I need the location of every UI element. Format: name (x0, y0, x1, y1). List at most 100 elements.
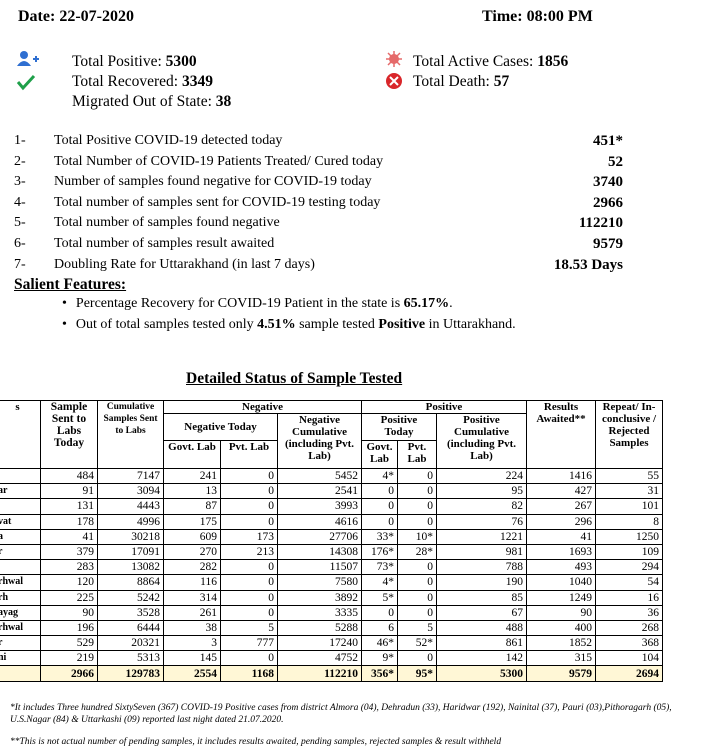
summary-label: Migrated Out of State: (72, 93, 216, 110)
cell: 0 (397, 589, 437, 606)
total-cell: 2966 (40, 665, 98, 682)
list-number: 4- (14, 194, 26, 210)
cell: 282 (163, 559, 221, 576)
cell: 0 (397, 513, 437, 530)
summary-label: Total Active Cases: (413, 53, 538, 70)
table-row: ni 219 5313 145 0 4752 9* 0 142 315 104 (0, 650, 663, 667)
cell: 261 (163, 604, 221, 621)
header-cell: Negative Today (163, 413, 278, 441)
cell: 1852 (526, 635, 596, 652)
cell: 3335 (277, 604, 362, 621)
table-row: rhwal 120 8864 116 0 7580 4* 0 190 1040 54 (0, 574, 663, 591)
summary-right-icons (386, 51, 402, 89)
list-value: 3740 (593, 174, 623, 191)
total-cell: 5300 (436, 665, 527, 682)
cell: 4996 (97, 513, 164, 530)
header-cell: Cumulative Samples Sent to Labs (97, 400, 164, 469)
summary-line: Total Active Cases: 1856 (413, 52, 568, 72)
cell: 283 (40, 559, 98, 576)
list-text: Total Number of COVID-19 Patients Treate… (54, 153, 384, 169)
district: rhwal (0, 574, 41, 591)
cell: 777 (220, 635, 278, 652)
table-row: 131 4443 87 0 3993 0 0 82 267 101 (0, 498, 663, 515)
cell: 5452 (277, 467, 362, 485)
district: a (0, 528, 41, 545)
cell: 4752 (277, 650, 362, 667)
cell: 3 (163, 635, 221, 652)
cell: 30218 (97, 528, 164, 545)
summary-label: Total Recovered: (72, 73, 182, 90)
cell: 0 (220, 498, 278, 515)
cell: 0 (397, 467, 437, 485)
cell: 52* (397, 635, 437, 652)
bullet-dot: • (62, 296, 67, 311)
list-text: Total number of samples sent for COVID-1… (54, 194, 381, 210)
cell: 5313 (97, 650, 164, 667)
cell: 109 (595, 543, 663, 561)
cell: 4616 (277, 513, 362, 530)
summary-value: 1856 (537, 53, 569, 70)
cell: 175 (163, 513, 221, 530)
list-number: 5- (14, 215, 26, 231)
cell: 225 (40, 589, 98, 606)
cell: 13082 (97, 559, 164, 576)
header-cell: Positive Cumulative (including Pvt. Lab) (436, 413, 527, 469)
header-cell: Pvt. Lab (397, 440, 437, 469)
cell: 5* (361, 589, 398, 606)
cell: 0 (397, 574, 437, 591)
cell: 131 (40, 498, 98, 515)
cell: 28* (397, 543, 437, 561)
cell: 0 (220, 589, 278, 606)
footnote: **This is not actual number of pending s… (10, 737, 502, 747)
cell: 20321 (97, 635, 164, 652)
header-cell: Pvt. Lab (220, 440, 278, 469)
cell: 5 (397, 619, 437, 637)
bullet-text: . (449, 296, 453, 311)
cell: 241 (163, 467, 221, 485)
district: r (0, 543, 41, 561)
list-text: Total number of samples found negative (54, 215, 280, 231)
summary-value: 38 (215, 93, 232, 110)
cell: 7580 (277, 574, 362, 591)
list-text: Number of samples found negative for COV… (54, 174, 372, 190)
list-number: 6- (14, 236, 26, 251)
district: ni (0, 650, 41, 667)
cell: 41 (40, 528, 98, 545)
cell: 0 (220, 574, 278, 591)
cell: 0 (220, 513, 278, 530)
summary-left: Total Positive: 5300 Total Recovered: 334… (72, 52, 231, 112)
cell: 3528 (97, 604, 164, 621)
cell: 14308 (277, 543, 362, 561)
list-value: 9579 (593, 236, 623, 252)
total-cell: 1168 (220, 665, 278, 682)
cell: 0 (220, 483, 278, 500)
district (0, 467, 41, 485)
cell: 1249 (526, 589, 596, 606)
district: ayag (0, 604, 41, 621)
cell: 1250 (595, 528, 663, 545)
cell: 176* (361, 543, 398, 561)
cell: 91 (40, 483, 98, 500)
summary-label: Total Positive: (72, 53, 166, 70)
bullet-text: sample tested (295, 317, 379, 332)
cell: 427 (526, 483, 596, 500)
cell: 9* (361, 650, 398, 667)
list-number: 3- (14, 174, 26, 190)
cell: 0 (361, 498, 398, 515)
cell: 17240 (277, 635, 362, 652)
total-cell: 2694 (595, 665, 663, 682)
cell: 31 (595, 483, 663, 500)
summary-line: Total Recovered: 3349 (72, 72, 231, 92)
district: rhwal (0, 619, 41, 637)
list-value: 112210 (578, 215, 623, 232)
header-cell: Positive Today (361, 413, 437, 441)
cell: 0 (220, 604, 278, 621)
cell: 173 (220, 528, 278, 545)
cell: 142 (436, 650, 527, 667)
header-cell: Negative Cumulative (including Pvt. Lab) (277, 413, 362, 469)
cell: 0 (397, 483, 437, 500)
summary-label: Total Death: (413, 73, 494, 90)
cell: 82 (436, 498, 527, 515)
cell: 145 (163, 650, 221, 667)
